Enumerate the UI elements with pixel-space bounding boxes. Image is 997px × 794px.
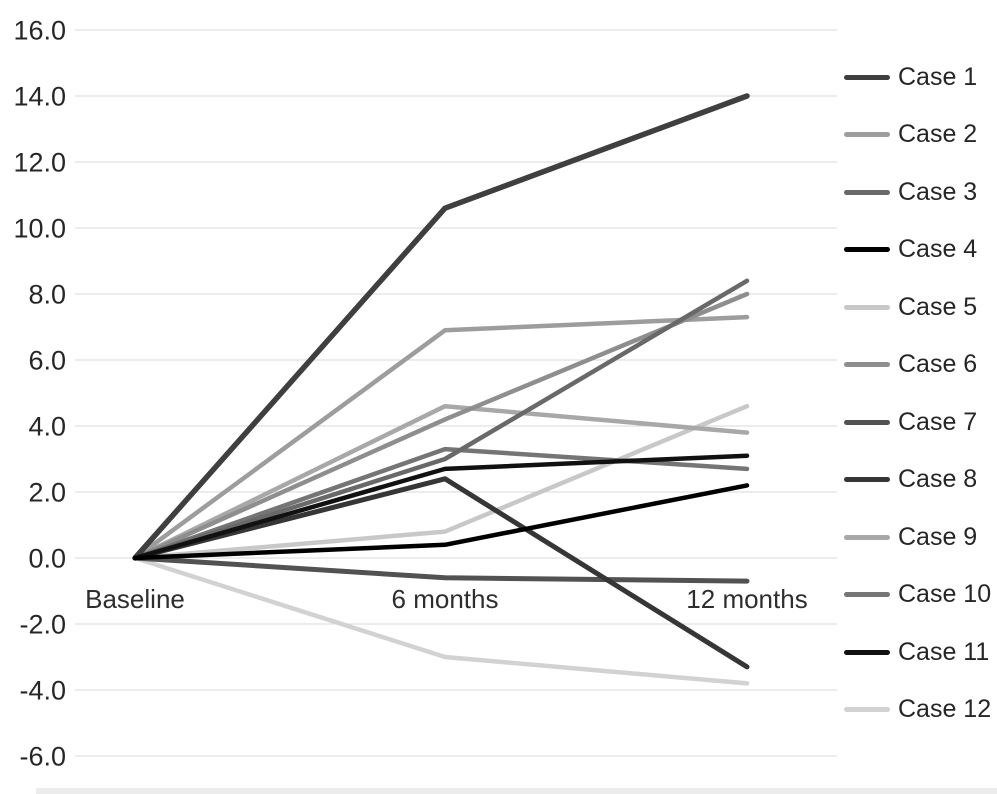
x-axis-label: 12 months (686, 584, 807, 614)
x-axis-label: 6 months (392, 584, 499, 614)
series-line-case-6 (132, 291, 750, 561)
page-bottom-edge (36, 788, 997, 794)
y-axis-tick-label: -6.0 (19, 741, 66, 771)
y-axis-tick-label: 12.0 (13, 147, 66, 177)
series-line-case-11 (132, 453, 750, 561)
y-axis-tick-label: 10.0 (13, 213, 66, 243)
series-line-case-9 (132, 403, 750, 561)
y-axis-tick-label: 8.0 (28, 279, 66, 309)
y-axis-tick-label: 4.0 (28, 411, 66, 441)
x-axis-label: Baseline (85, 584, 185, 614)
y-axis-tick-label: 14.0 (13, 81, 66, 111)
series-line-case-8 (132, 476, 750, 670)
series-line-case-1 (132, 93, 750, 561)
series-line-case-7 (132, 555, 750, 584)
y-axis-tick-label: 6.0 (28, 345, 66, 375)
series-line-case-12 (132, 555, 750, 686)
y-axis-tick-label: 2.0 (28, 477, 66, 507)
y-axis-tick-label: 0.0 (28, 543, 66, 573)
y-axis-tick-label: -2.0 (19, 609, 66, 639)
series-line-case-3 (132, 278, 750, 561)
series-line-case-4 (132, 483, 750, 561)
y-axis-tick-label: 16.0 (13, 15, 66, 45)
series-line-case-2 (132, 314, 750, 561)
series-line-case-5 (132, 403, 750, 561)
y-axis-tick-label: -4.0 (19, 675, 66, 705)
